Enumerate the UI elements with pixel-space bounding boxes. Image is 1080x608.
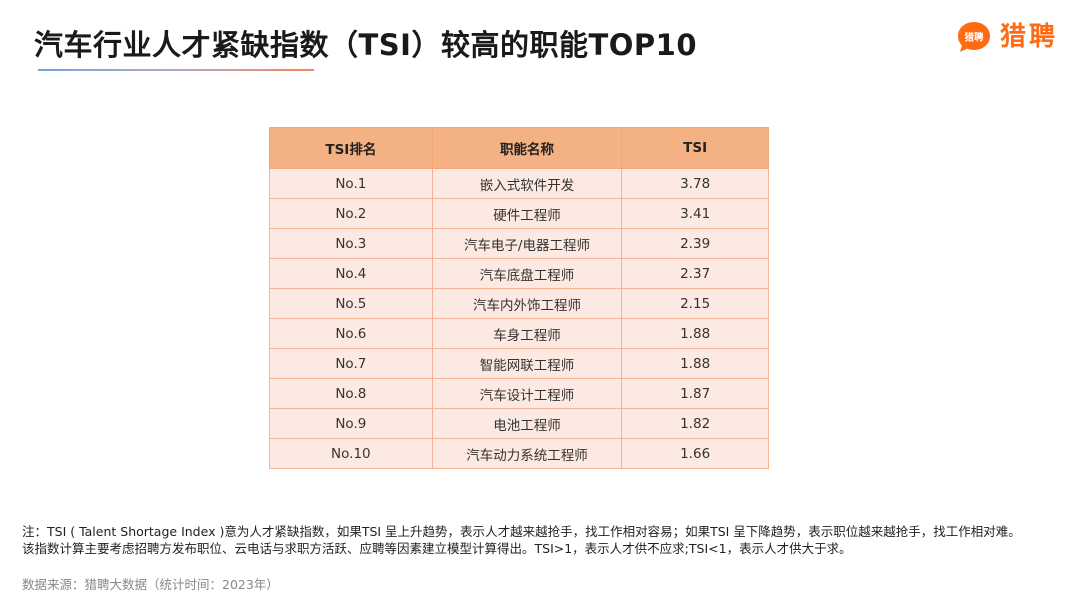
table-row: No.8 汽车设计工程师 1.87 [269,378,769,409]
function-name-cell: 车身工程师 [431,318,623,349]
function-name-cell: 电池工程师 [431,408,623,439]
logo-icon-text: 猎聘 [964,32,984,44]
chat-bubble-logo-icon: 猎聘 [956,20,992,54]
function-name-cell: 汽车电子/电器工程师 [431,228,623,259]
tsi-value-cell: 1.87 [621,378,769,409]
title-underline [38,69,314,71]
rank-cell: No.2 [269,198,433,229]
column-header-tsi: TSI [621,127,769,169]
tsi-value-cell: 1.66 [621,438,769,469]
footnote: 注：TSI ( Talent Shortage Index )意为人才紧缺指数，… [22,524,1021,556]
rank-cell: No.1 [269,168,433,199]
function-name-cell: 汽车底盘工程师 [431,258,623,289]
rank-cell: No.10 [269,438,433,469]
table-row: No.2 硬件工程师 3.41 [269,198,769,229]
rank-cell: No.4 [269,258,433,289]
rank-cell: No.9 [269,408,433,439]
tsi-value-cell: 2.37 [621,258,769,289]
table-row: No.6 车身工程师 1.88 [269,318,769,349]
table-row: No.3 汽车电子/电器工程师 2.39 [269,228,769,259]
column-header-rank: TSI排名 [269,127,433,169]
table-row: No.4 汽车底盘工程师 2.37 [269,258,769,289]
rank-cell: No.5 [269,288,433,319]
table-body: No.1 嵌入式软件开发 3.78 No.2 硬件工程师 3.41 No.3 汽车电子/电器工… [269,168,769,469]
rank-cell: No.6 [269,318,433,349]
tsi-value-cell: 2.15 [621,288,769,319]
tsi-value-cell: 1.82 [621,408,769,439]
table-row: No.5 汽车内外饰工程师 2.15 [269,288,769,319]
brand-logo: 猎聘 猎聘 [956,20,1058,54]
function-name-cell: 嵌入式软件开发 [431,168,623,199]
tsi-value-cell: 3.41 [621,198,769,229]
function-name-cell: 智能网联工程师 [431,348,623,379]
tsi-value-cell: 3.78 [621,168,769,199]
table-row: No.7 智能网联工程师 1.88 [269,348,769,379]
tsi-value-cell: 1.88 [621,348,769,379]
function-name-cell: 汽车设计工程师 [431,378,623,409]
table-row: No.9 电池工程师 1.82 [269,408,769,439]
data-source: 数据来源：猎聘大数据（统计时间：2023年） [22,577,279,592]
function-name-cell: 汽车动力系统工程师 [431,438,623,469]
rank-cell: No.8 [269,378,433,409]
tsi-table: TSI排名 职能名称 TSI No.1 嵌入式软件开发 3.78 No.2 硬件工程师 3… [269,127,769,469]
tsi-value-cell: 1.88 [621,318,769,349]
column-header-function: 职能名称 [431,127,623,169]
rank-cell: No.3 [269,228,433,259]
page-title: 汽车行业人才紧缺指数（TSI）较高的职能TOP10 [34,28,698,62]
table-row: No.10 汽车动力系统工程师 1.66 [269,438,769,469]
function-name-cell: 汽车内外饰工程师 [431,288,623,319]
table-row: No.1 嵌入式软件开发 3.78 [269,168,769,199]
table-header-row: TSI排名 职能名称 TSI [269,127,769,169]
rank-cell: No.7 [269,348,433,379]
function-name-cell: 硬件工程师 [431,198,623,229]
logo-wordmark: 猎聘 [999,22,1058,52]
tsi-value-cell: 2.39 [621,228,769,259]
